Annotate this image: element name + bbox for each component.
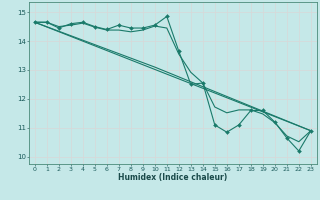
- X-axis label: Humidex (Indice chaleur): Humidex (Indice chaleur): [118, 173, 228, 182]
